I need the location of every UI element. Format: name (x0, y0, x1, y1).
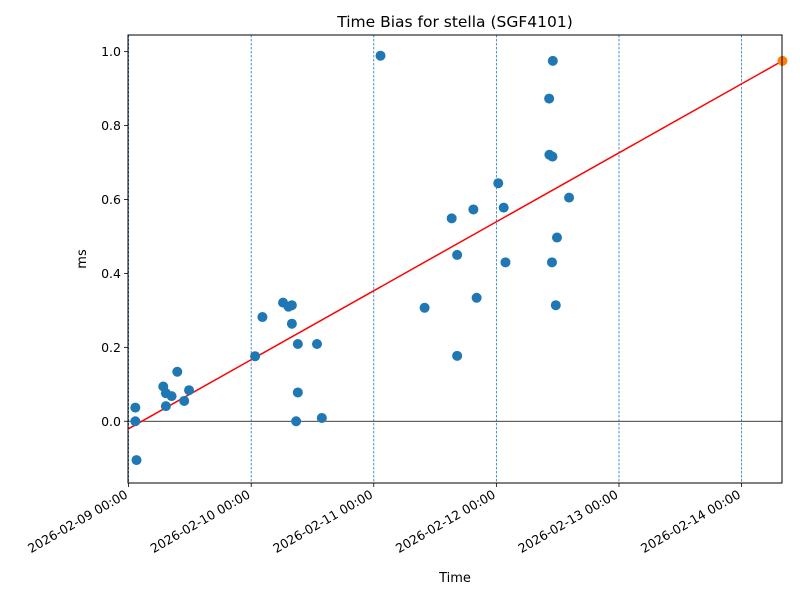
data-point (179, 395, 190, 406)
y-tick-label: 0.0 (101, 414, 121, 429)
data-point (547, 55, 558, 66)
data-point (172, 366, 183, 377)
data-point (544, 93, 555, 104)
y-tick-label: 0.6 (101, 192, 121, 207)
data-point (130, 416, 141, 427)
data-point (291, 416, 302, 427)
data-point (547, 151, 558, 162)
chart-title: Time Bias for stella (SGF4101) (336, 13, 573, 31)
data-point (446, 213, 457, 224)
data-point (166, 391, 177, 402)
data-point (546, 257, 557, 268)
y-axis-ticks: 0.0 0.2 0.4 0.6 0.8 1.0 (101, 44, 128, 429)
data-point (498, 202, 509, 213)
data-point (452, 249, 463, 260)
axes-frame (127, 34, 783, 484)
vertical-gridlines (128, 35, 742, 483)
data-point (250, 351, 261, 362)
data-point (468, 204, 479, 215)
data-point (419, 302, 430, 313)
plot-area (127, 34, 788, 484)
y-tick-label: 0.2 (101, 340, 121, 355)
data-point (316, 412, 327, 423)
data-point (550, 300, 561, 311)
data-point (131, 455, 142, 466)
y-axis-label: ms (75, 249, 90, 269)
data-point (564, 192, 575, 203)
data-point (184, 385, 195, 396)
y-tick-label: 1.0 (101, 44, 121, 59)
data-point (286, 300, 297, 311)
data-point (130, 402, 141, 413)
trend-line-path (128, 60, 783, 430)
data-point (471, 292, 482, 303)
data-point (257, 312, 268, 323)
data-point (292, 387, 303, 398)
x-axis-label: Time (438, 571, 471, 586)
data-point (551, 232, 562, 243)
trend-line (128, 60, 783, 430)
y-tick-label: 0.8 (101, 118, 121, 133)
data-points (130, 50, 788, 466)
data-point (160, 401, 171, 412)
data-point (500, 257, 511, 268)
data-point (452, 350, 463, 361)
data-point (493, 178, 504, 189)
data-point (292, 339, 303, 350)
y-tick-label: 0.4 (101, 266, 121, 281)
data-point (375, 50, 386, 61)
data-point (286, 318, 297, 329)
data-point (312, 339, 322, 350)
